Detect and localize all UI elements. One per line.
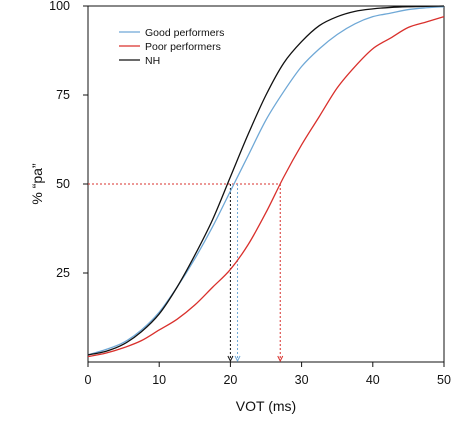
y-axis-title: % “pa” <box>29 163 45 205</box>
series-line-nh <box>87 5 445 356</box>
legend-label: Good performers <box>145 27 224 39</box>
y-tick-label: 75 <box>56 88 70 102</box>
series-line-good-performers <box>87 6 445 356</box>
axis-ticks: 0 10 20 30 40 50 25 50 75 100 <box>49 0 451 387</box>
y-tick-label: 50 <box>56 177 70 191</box>
crossover-arrow-marker <box>227 355 234 363</box>
x-tick-label: 0 <box>85 373 92 387</box>
crossover-arrow-marker <box>234 355 241 363</box>
crossover-guides <box>88 183 284 363</box>
x-tick-label: 40 <box>366 373 380 387</box>
x-tick-label: 20 <box>223 373 237 387</box>
legend-label: NH <box>145 55 160 67</box>
y-tick-label: 25 <box>56 266 70 280</box>
y-tick-label: 100 <box>49 0 70 13</box>
series-line-poor-performers <box>87 16 445 358</box>
x-axis-title: VOT (ms) <box>236 398 296 414</box>
x-tick-label: 50 <box>437 373 451 387</box>
plot-area <box>87 5 445 363</box>
legend-label: Poor performers <box>145 41 221 53</box>
x-tick-label: 30 <box>295 373 309 387</box>
crossover-arrow-marker <box>277 355 284 363</box>
series-layer <box>87 5 445 358</box>
legend: Good performers Poor performers NH <box>119 27 224 67</box>
x-tick-label: 10 <box>152 373 166 387</box>
